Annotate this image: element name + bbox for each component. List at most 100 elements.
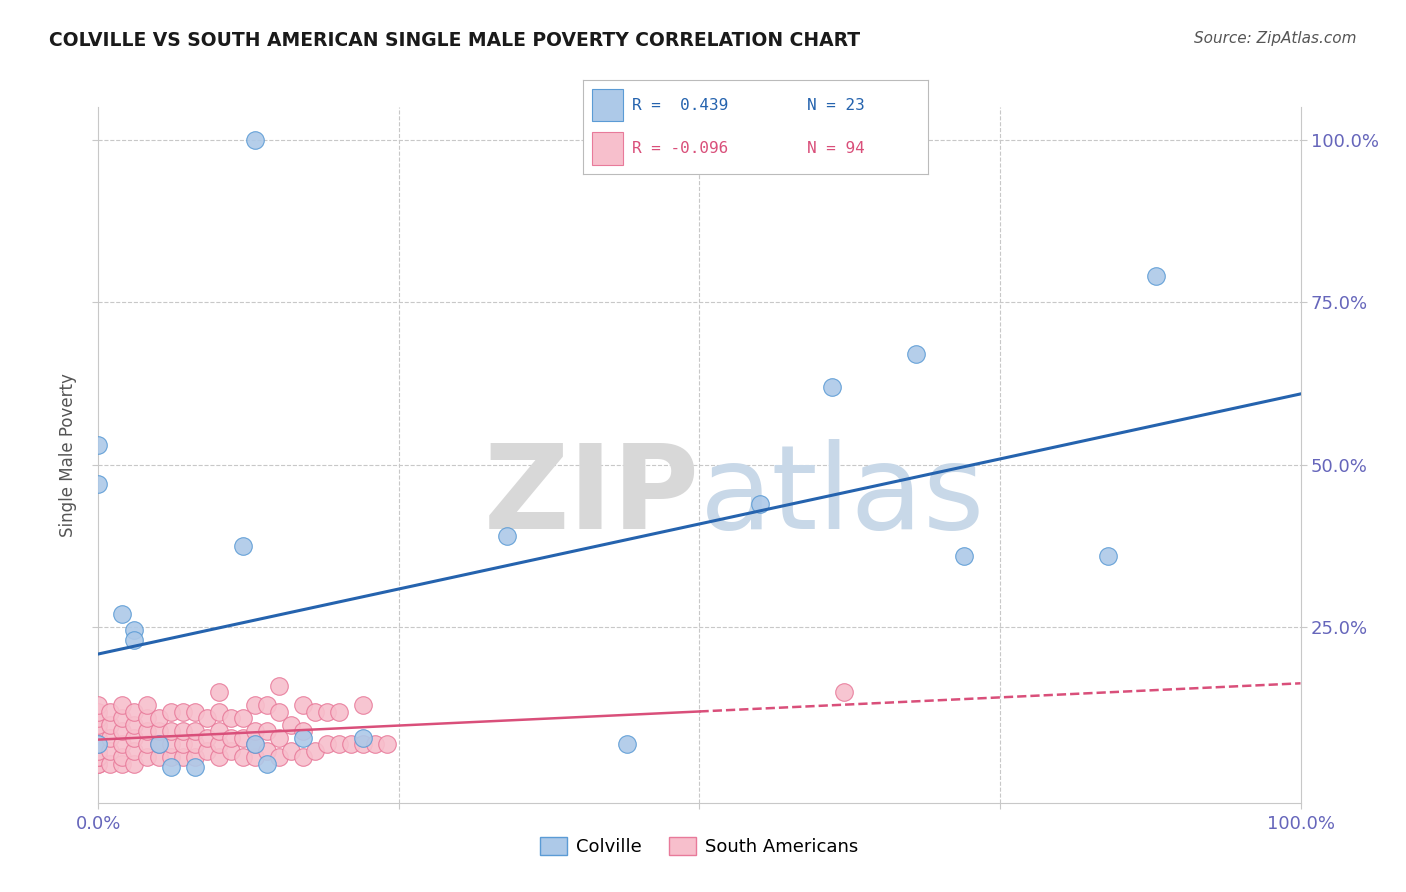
Legend: Colville, South Americans: Colville, South Americans <box>533 830 866 863</box>
Point <box>291 724 314 739</box>
Point <box>124 744 146 758</box>
Point <box>219 711 242 725</box>
Point <box>159 760 181 774</box>
Point <box>256 698 278 713</box>
Point <box>232 711 254 725</box>
Point <box>208 724 231 739</box>
Point <box>100 705 122 719</box>
Point <box>159 705 181 719</box>
Point <box>87 705 110 719</box>
Point <box>148 724 170 739</box>
Point <box>100 744 122 758</box>
Point <box>208 750 231 764</box>
Point <box>87 756 110 771</box>
Point <box>87 737 110 751</box>
Point <box>821 379 844 393</box>
Point <box>183 750 205 764</box>
Text: ZIP: ZIP <box>484 439 700 554</box>
Point <box>208 737 231 751</box>
Point <box>111 607 134 622</box>
Point <box>304 744 326 758</box>
Bar <box>592 88 623 121</box>
Point <box>172 750 194 764</box>
Point <box>291 698 314 713</box>
Point <box>256 744 278 758</box>
Point <box>159 724 181 739</box>
Point <box>111 737 134 751</box>
Text: COLVILLE VS SOUTH AMERICAN SINGLE MALE POVERTY CORRELATION CHART: COLVILLE VS SOUTH AMERICAN SINGLE MALE P… <box>49 31 860 50</box>
Point <box>111 711 134 725</box>
Point <box>135 711 157 725</box>
Text: N = 23: N = 23 <box>807 97 865 112</box>
Point <box>1144 269 1167 284</box>
Point <box>159 750 181 764</box>
Point <box>135 737 157 751</box>
Point <box>748 497 770 511</box>
Point <box>375 737 398 751</box>
Point <box>352 737 374 751</box>
Point <box>291 750 314 764</box>
Point <box>135 724 157 739</box>
Point <box>172 724 194 739</box>
Point <box>183 760 205 774</box>
Point <box>183 724 205 739</box>
Point <box>183 705 205 719</box>
Point <box>904 347 927 361</box>
Point <box>304 705 326 719</box>
Point <box>280 744 302 758</box>
Point <box>183 737 205 751</box>
Point <box>135 698 157 713</box>
Text: N = 94: N = 94 <box>807 141 865 156</box>
Point <box>87 750 110 764</box>
Point <box>124 731 146 745</box>
Point <box>87 744 110 758</box>
Point <box>364 737 387 751</box>
Point <box>195 711 218 725</box>
Point <box>616 737 638 751</box>
Point <box>291 731 314 745</box>
Point <box>219 731 242 745</box>
Point <box>124 756 146 771</box>
Point <box>256 756 278 771</box>
Point <box>352 731 374 745</box>
Point <box>148 750 170 764</box>
Point <box>124 705 146 719</box>
Text: atlas: atlas <box>700 439 984 554</box>
Point <box>267 705 290 719</box>
Point <box>280 718 302 732</box>
Point <box>172 705 194 719</box>
Point <box>208 685 231 699</box>
Point <box>159 737 181 751</box>
Y-axis label: Single Male Poverty: Single Male Poverty <box>59 373 77 537</box>
Point <box>243 698 266 713</box>
Point <box>1097 549 1119 563</box>
Point <box>87 477 110 491</box>
Bar <box>592 132 623 164</box>
Point <box>232 539 254 553</box>
Point <box>87 737 110 751</box>
Point <box>315 705 337 719</box>
Point <box>124 624 146 638</box>
Point <box>87 737 110 751</box>
Point <box>195 744 218 758</box>
Point <box>135 750 157 764</box>
Point <box>340 737 363 751</box>
Point <box>328 705 350 719</box>
Point <box>100 756 122 771</box>
Point <box>267 750 290 764</box>
Point <box>243 737 266 751</box>
Point <box>148 737 170 751</box>
Point <box>148 737 170 751</box>
Point <box>111 756 134 771</box>
Text: Source: ZipAtlas.com: Source: ZipAtlas.com <box>1194 31 1357 46</box>
Point <box>953 549 976 563</box>
Point <box>111 750 134 764</box>
Point <box>256 724 278 739</box>
Point <box>243 724 266 739</box>
Point <box>219 744 242 758</box>
Text: R =  0.439: R = 0.439 <box>631 97 728 112</box>
Point <box>328 737 350 751</box>
Point <box>243 750 266 764</box>
Point <box>352 698 374 713</box>
Point <box>87 438 110 452</box>
